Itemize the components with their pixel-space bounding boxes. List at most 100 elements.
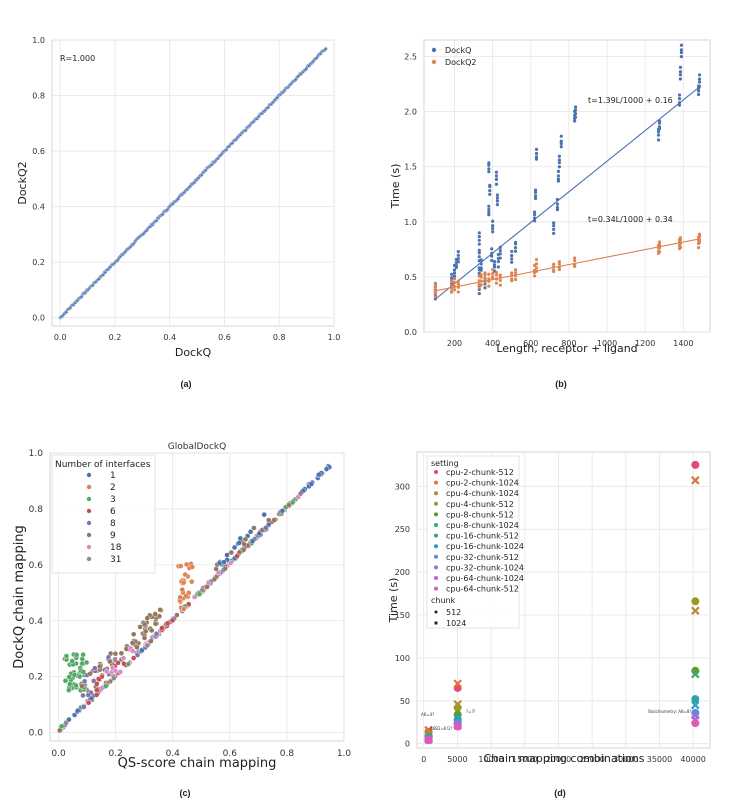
x-tick-label: 35000	[647, 755, 672, 764]
data-point-dockq	[573, 105, 578, 109]
legend-marker-interfaces-3	[86, 496, 92, 502]
panel-c-label: (c)	[180, 788, 191, 798]
data-point-dockq2	[494, 270, 499, 275]
data-point-dockq	[496, 259, 500, 264]
panel-c-chart: GlobalDockQ 0.0 0.2 0.4 0.6 0.8 1.0 0.0 0.2 0.4 0…	[12, 442, 351, 798]
data-point-dockq	[510, 249, 514, 254]
legend-marker-cpu-4-chunk-512	[434, 501, 438, 506]
x-tick-label: 40000	[680, 755, 705, 764]
data-point-dockq	[487, 170, 491, 174]
data-point-dockq2	[452, 280, 457, 285]
y-tick-label: 100	[395, 654, 410, 663]
panel-d-label: (d)	[554, 788, 566, 798]
data-point-interfaces-9	[251, 525, 257, 531]
panel-c-legend: Number of interfaces 1 2 3 6 8 9 18 31	[51, 454, 156, 574]
x-tick-label: 5000	[447, 755, 467, 764]
data-point-dockq	[492, 259, 497, 264]
legend-marker-interfaces-1	[86, 472, 92, 478]
data-point-dockq2	[456, 290, 460, 294]
data-point-interfaces-3	[66, 674, 72, 680]
data-point-interfaces-9	[271, 517, 277, 523]
data-point-interfaces-3	[76, 673, 83, 680]
data-point-dockq2	[450, 286, 454, 290]
data-point-dockq2	[697, 238, 702, 242]
data-point-interfaces-9	[148, 638, 154, 644]
data-point-dockq	[559, 139, 563, 143]
data-point-dockq	[552, 224, 556, 228]
data-point-interfaces-1	[261, 511, 267, 518]
x-tick-label: 0.0	[51, 749, 66, 759]
data-point-dockq2	[532, 274, 537, 278]
y-tick-label: 1.0	[29, 449, 44, 459]
legend-label-interfaces-9: 9	[110, 531, 116, 541]
data-point-dockq	[477, 271, 481, 275]
data-point-dockq2	[450, 279, 454, 283]
data-point-dockq2	[678, 241, 683, 245]
data-point-dockq	[488, 189, 492, 193]
data-point-dockq	[452, 268, 457, 272]
data-point-interfaces-9	[204, 584, 210, 590]
data-point-dockq	[494, 170, 499, 174]
data-point-interfaces-1	[66, 716, 72, 723]
y-tick-label: 1.0	[404, 218, 417, 227]
data-point-dockq2	[487, 284, 491, 288]
data-point-dockq	[487, 210, 491, 215]
data-point-dockq	[679, 48, 684, 52]
legend-marker-interfaces-6	[86, 508, 92, 514]
data-point-dockq	[498, 252, 502, 256]
data-point-dockq	[487, 167, 491, 171]
data-point-interfaces-9	[157, 607, 163, 613]
legend-marker-interfaces-8	[86, 520, 92, 526]
data-point-interfaces-1	[224, 552, 230, 558]
legend-marker-cpu-32-chunk-1024	[434, 565, 438, 570]
data-point-cpu-16-chunk-512	[691, 695, 700, 704]
data-point-dockq2	[491, 271, 495, 276]
data-point-interfaces-3	[69, 658, 75, 664]
y-tick-label: 0.0	[404, 328, 417, 337]
data-point-interfaces-1	[256, 530, 263, 537]
data-point-dockq2	[433, 295, 438, 299]
data-point-dockq	[477, 231, 481, 235]
data-point-interfaces-1	[237, 535, 244, 542]
data-point-dockq2	[513, 277, 518, 282]
data-point-dockq	[491, 224, 495, 228]
data-point-dockq	[491, 230, 495, 234]
y-tick-label: 0.2	[32, 258, 45, 267]
data-point-dockq	[679, 55, 684, 59]
data-point-dockq2	[534, 269, 539, 273]
data-point-interfaces-1	[249, 538, 256, 544]
data-point-dockq2	[534, 262, 539, 266]
x-tick-label: 15000	[512, 755, 537, 764]
data-point-dockq	[533, 190, 538, 194]
data-point-interfaces-2	[182, 571, 188, 578]
x-tick-label: 1.0	[337, 749, 352, 759]
data-point-interfaces-1	[316, 471, 322, 478]
legend-label-cpu-16-chunk-512: cpu-16-chunk-512	[446, 532, 519, 541]
data-point-dockq	[494, 182, 499, 186]
x-tick-label: 1.0	[328, 333, 341, 342]
legend-label-cpu-64-chunk-512: cpu-64-chunk-512	[446, 585, 519, 594]
data-point-dockq	[487, 161, 491, 165]
data-point-dockq	[454, 264, 459, 268]
data-point-interfaces-9	[211, 576, 218, 583]
panel-c-title: GlobalDockQ	[168, 442, 226, 452]
legend-label-interfaces-6: 6	[110, 507, 116, 517]
data-point-dockq2	[657, 250, 662, 254]
legend-marker-cpu-2-chunk-512	[434, 470, 438, 474]
data-point-dockq	[677, 103, 682, 107]
data-point-interfaces-18	[120, 655, 127, 661]
data-point-interfaces-9	[112, 651, 119, 657]
data-point-interfaces-18	[103, 668, 110, 675]
data-point-dockq	[452, 271, 457, 275]
data-point-dockq	[678, 65, 683, 69]
data-point-interfaces-9	[97, 663, 103, 670]
data-point-dockq	[656, 138, 661, 142]
data-point-dockq2	[513, 268, 518, 272]
data-point-dockq	[573, 115, 578, 119]
y-tick-label: 0.4	[29, 617, 44, 627]
data-point-dockq	[477, 251, 481, 255]
data-point-interfaces-9	[156, 613, 163, 619]
data-point-dockq	[510, 260, 514, 264]
data-point-dockq	[697, 73, 702, 77]
panel-d-annotation-a6b2: A6B2=6!2!	[430, 726, 452, 731]
